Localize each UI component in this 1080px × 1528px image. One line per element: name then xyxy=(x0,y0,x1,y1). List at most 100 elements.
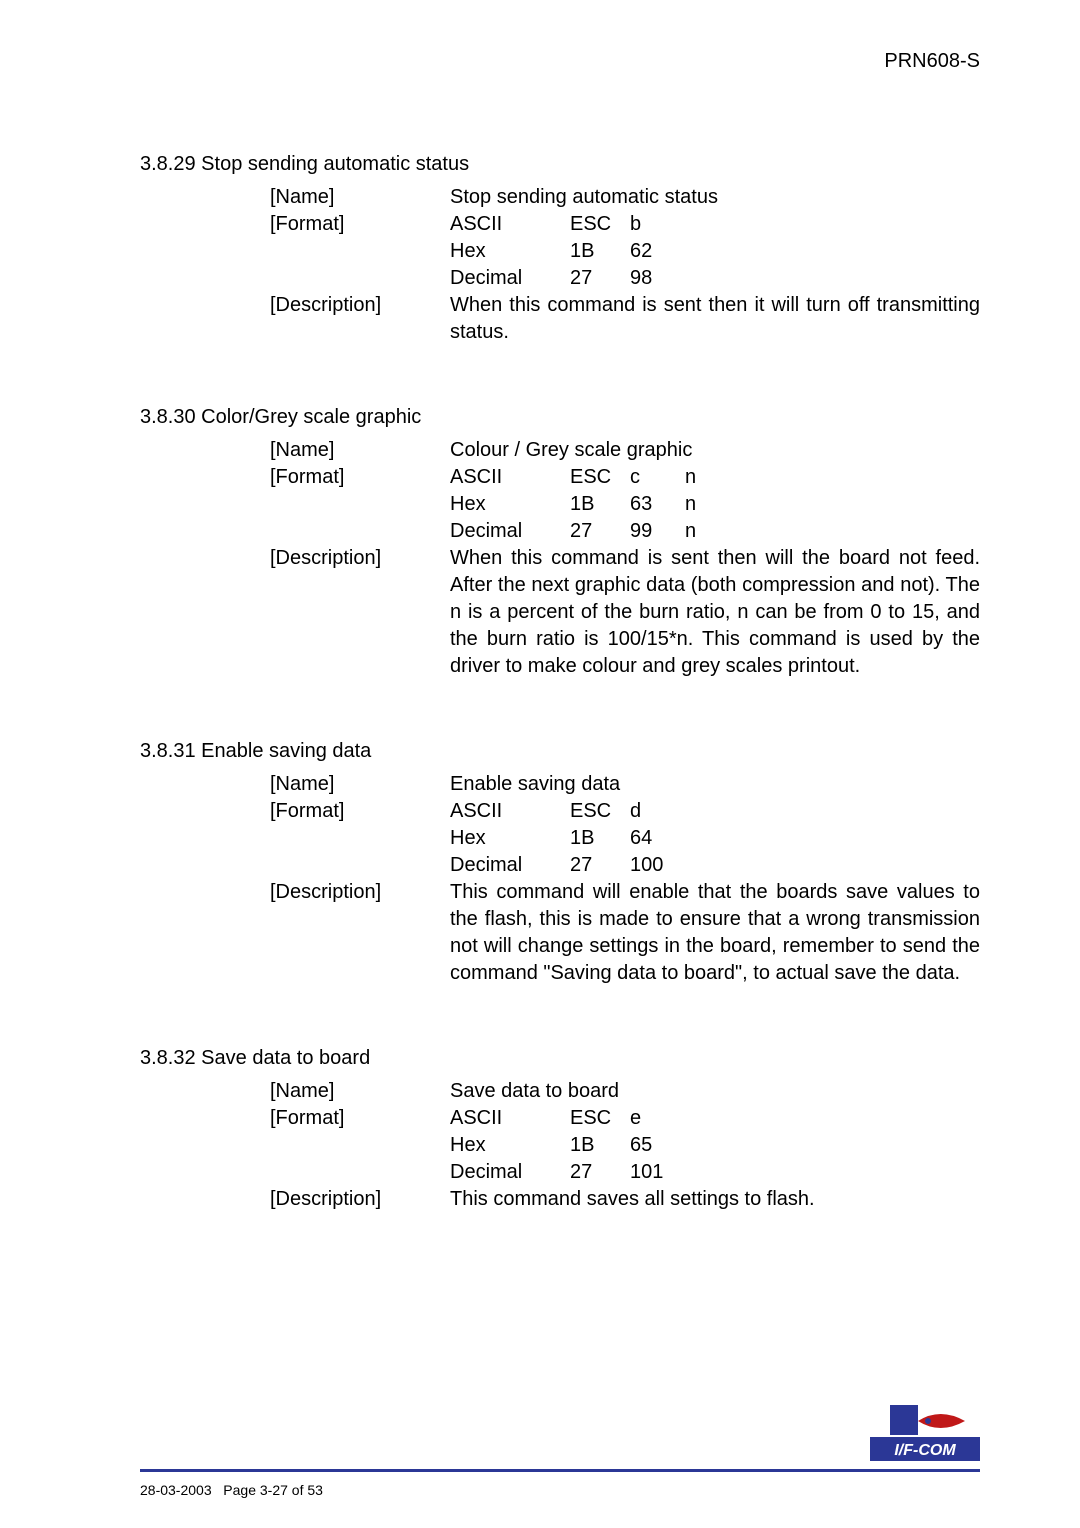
hex-label: Hex xyxy=(450,1132,570,1159)
format-label: [Format] xyxy=(270,798,450,825)
description-row: [Description] When this command is sent … xyxy=(270,545,980,680)
fmt-cell: 1B xyxy=(570,491,630,518)
format-row: [Format] ASCIIESCcn Hex1B63n Decimal2799… xyxy=(270,464,980,545)
format-label: [Format] xyxy=(270,464,450,491)
description-label: [Description] xyxy=(270,292,450,319)
fmt-cell xyxy=(685,1159,725,1186)
fmt-cell xyxy=(685,265,725,292)
section-number: 3.8.32 xyxy=(140,1047,196,1069)
name-label: [Name] xyxy=(270,184,450,211)
section-heading: Stop sending automatic status xyxy=(201,153,469,175)
section-heading: Enable saving data xyxy=(201,740,371,762)
section-color-grey: 3.8.30 Color/Grey scale graphic [Name] C… xyxy=(140,406,980,680)
logo-wrap: I/F-COM xyxy=(0,1403,1080,1463)
format-table: ASCIIESCe Hex1B65 Decimal27101 xyxy=(450,1105,980,1186)
fmt-cell: 1B xyxy=(570,1132,630,1159)
page: PRN608-S 3.8.29 Stop sending automatic s… xyxy=(0,0,1080,1528)
fmt-cell: c xyxy=(630,464,685,491)
fmt-cell: e xyxy=(630,1105,685,1132)
name-label: [Name] xyxy=(270,437,450,464)
footer-date: 28-03-2003 xyxy=(140,1482,212,1498)
ascii-label: ASCII xyxy=(450,464,570,491)
fmt-cell xyxy=(685,825,725,852)
name-row: [Name] Enable saving data xyxy=(270,771,980,798)
fmt-cell: 27 xyxy=(570,518,630,545)
section-heading: Save data to board xyxy=(201,1047,370,1069)
section-title: 3.8.30 Color/Grey scale graphic xyxy=(140,406,980,429)
section-save-to-board: 3.8.32 Save data to board [Name] Save da… xyxy=(140,1047,980,1213)
description-label: [Description] xyxy=(270,879,450,906)
description-value: This command will enable that the boards… xyxy=(450,879,980,987)
fmt-cell: ESC xyxy=(570,211,630,238)
format-row: [Format] ASCIIESCe Hex1B65 Decimal27101 xyxy=(270,1105,980,1186)
footer-rule xyxy=(140,1469,980,1472)
description-row: [Description] When this command is sent … xyxy=(270,292,980,346)
description-label: [Description] xyxy=(270,545,450,572)
fmt-cell: 99 xyxy=(630,518,685,545)
name-value: Colour / Grey scale graphic xyxy=(450,437,980,464)
decimal-label: Decimal xyxy=(450,265,570,292)
description-value: When this command is sent then it will t… xyxy=(450,292,980,346)
description-row: [Description] This command saves all set… xyxy=(270,1186,980,1213)
hex-label: Hex xyxy=(450,825,570,852)
section-title: 3.8.31 Enable saving data xyxy=(140,740,980,763)
ifcom-logo-icon: I/F-COM xyxy=(870,1403,980,1463)
description-value: When this command is sent then will the … xyxy=(450,545,980,680)
section-number: 3.8.29 xyxy=(140,153,196,175)
name-row: [Name] Stop sending automatic status xyxy=(270,184,980,211)
format-label: [Format] xyxy=(270,211,450,238)
fmt-cell: 1B xyxy=(570,825,630,852)
hex-label: Hex xyxy=(450,491,570,518)
name-row: [Name] Colour / Grey scale graphic xyxy=(270,437,980,464)
logo-text: I/F-COM xyxy=(894,1442,956,1459)
fmt-cell: ESC xyxy=(570,798,630,825)
fmt-cell: b xyxy=(630,211,685,238)
format-table: ASCIIESCd Hex1B64 Decimal27100 xyxy=(450,798,980,879)
decimal-label: Decimal xyxy=(450,852,570,879)
ascii-label: ASCII xyxy=(450,798,570,825)
fmt-cell: 100 xyxy=(630,852,685,879)
fmt-cell xyxy=(685,1105,725,1132)
hex-label: Hex xyxy=(450,238,570,265)
name-label: [Name] xyxy=(270,1078,450,1105)
fmt-cell: 98 xyxy=(630,265,685,292)
fmt-cell xyxy=(685,211,725,238)
format-table: ASCIIESCb Hex1B62 Decimal2798 xyxy=(450,211,980,292)
name-value: Save data to board xyxy=(450,1078,980,1105)
format-label: [Format] xyxy=(270,1105,450,1132)
footer-text: 28-03-2003 Page 3-27 of 53 xyxy=(140,1482,1080,1498)
decimal-label: Decimal xyxy=(450,1159,570,1186)
footer-page: Page 3-27 of 53 xyxy=(223,1482,323,1498)
ascii-label: ASCII xyxy=(450,1105,570,1132)
fmt-cell: n xyxy=(685,491,725,518)
fmt-cell: ESC xyxy=(570,464,630,491)
name-value: Stop sending automatic status xyxy=(450,184,980,211)
fmt-cell: n xyxy=(685,464,725,491)
fmt-cell: 27 xyxy=(570,852,630,879)
description-row: [Description] This command will enable t… xyxy=(270,879,980,987)
fmt-cell: 62 xyxy=(630,238,685,265)
fmt-cell: n xyxy=(685,518,725,545)
fmt-cell: 1B xyxy=(570,238,630,265)
format-row: [Format] ASCIIESCd Hex1B64 Decimal27100 xyxy=(270,798,980,879)
section-enable-saving: 3.8.31 Enable saving data [Name] Enable … xyxy=(140,740,980,987)
description-value: This command saves all settings to flash… xyxy=(450,1186,980,1213)
fmt-cell: 101 xyxy=(630,1159,685,1186)
fmt-cell xyxy=(685,1132,725,1159)
fmt-cell: ESC xyxy=(570,1105,630,1132)
name-row: [Name] Save data to board xyxy=(270,1078,980,1105)
description-label: [Description] xyxy=(270,1186,450,1213)
fmt-cell: d xyxy=(630,798,685,825)
format-row: [Format] ASCIIESCb Hex1B62 Decimal2798 xyxy=(270,211,980,292)
fmt-cell xyxy=(685,852,725,879)
fmt-cell: 27 xyxy=(570,265,630,292)
format-table: ASCIIESCcn Hex1B63n Decimal2799n xyxy=(450,464,980,545)
name-value: Enable saving data xyxy=(450,771,980,798)
fmt-cell: 64 xyxy=(630,825,685,852)
fmt-cell xyxy=(685,798,725,825)
section-title: 3.8.29 Stop sending automatic status xyxy=(140,153,980,176)
fmt-cell: 63 xyxy=(630,491,685,518)
section-stop-sending: 3.8.29 Stop sending automatic status [Na… xyxy=(140,153,980,346)
fmt-cell xyxy=(685,238,725,265)
fmt-cell: 27 xyxy=(570,1159,630,1186)
